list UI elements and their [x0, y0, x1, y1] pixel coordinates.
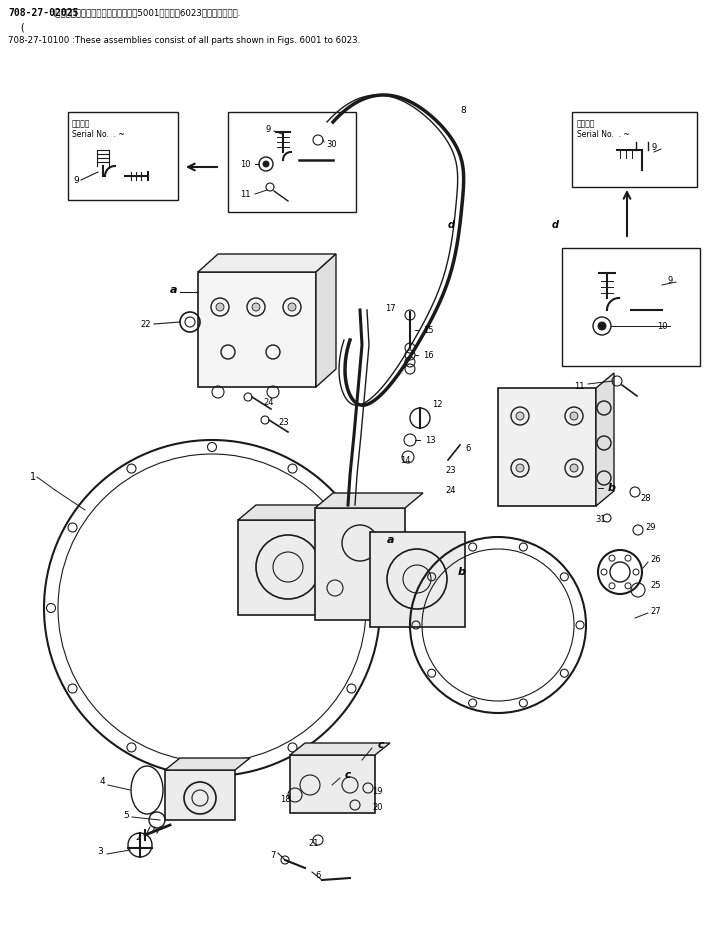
Text: a: a	[387, 535, 395, 545]
Text: 27: 27	[650, 607, 660, 617]
Polygon shape	[165, 758, 250, 770]
Bar	[238, 520, 338, 615]
Text: d: d	[552, 220, 559, 230]
Text: 708-27-02025: 708-27-02025	[8, 8, 79, 18]
Text: 11: 11	[240, 190, 251, 198]
Text: 4: 4	[100, 777, 106, 787]
Text: d: d	[448, 220, 455, 230]
Text: 11: 11	[574, 381, 585, 391]
Text: 26: 26	[650, 555, 660, 565]
Bar	[68, 112, 178, 200]
Bar	[315, 508, 405, 620]
Text: 8: 8	[460, 105, 466, 114]
Text: 2: 2	[135, 833, 141, 843]
Polygon shape	[315, 493, 423, 508]
Text: Serial No.  . ~: Serial No. . ~	[577, 129, 630, 139]
Text: b: b	[458, 567, 466, 577]
Bar	[228, 112, 356, 212]
Text: 10: 10	[657, 322, 668, 330]
Text: 30: 30	[326, 140, 336, 149]
Text: 9: 9	[667, 275, 673, 285]
Text: 19: 19	[372, 788, 383, 796]
Text: 13: 13	[425, 435, 436, 445]
Circle shape	[263, 161, 269, 167]
Polygon shape	[290, 743, 390, 755]
Polygon shape	[198, 254, 336, 272]
Circle shape	[570, 464, 578, 472]
Bar	[198, 272, 316, 387]
Circle shape	[516, 464, 524, 472]
Text: a: a	[170, 285, 178, 295]
Text: 18: 18	[280, 795, 291, 804]
Bar	[562, 248, 700, 366]
Polygon shape	[596, 373, 614, 506]
Circle shape	[288, 303, 296, 311]
Text: 23: 23	[278, 418, 288, 427]
Text: 適用号機: 適用号機	[72, 119, 91, 128]
Text: 29: 29	[645, 524, 655, 533]
Bar	[498, 388, 596, 506]
Text: 適用号機: 適用号機	[577, 119, 595, 128]
Bar	[572, 112, 697, 187]
Text: 12: 12	[432, 400, 443, 408]
Text: 7: 7	[270, 852, 276, 860]
Text: 708-27-10100 :These assemblies consist of all parts shown in Figs. 6001 to 6023.: 708-27-10100 :These assemblies consist o…	[8, 35, 361, 45]
Circle shape	[252, 303, 260, 311]
Text: 6: 6	[315, 870, 321, 880]
Text: (これらのアセンブリの構成部品は第5001図から第6023図まで含みます.: (これらのアセンブリの構成部品は第5001図から第6023図まで含みます.	[52, 8, 241, 18]
Polygon shape	[238, 505, 356, 520]
Text: 16: 16	[423, 351, 433, 360]
Text: 14: 14	[400, 456, 411, 464]
Text: 23: 23	[445, 466, 456, 474]
Text: 21: 21	[308, 839, 318, 847]
Circle shape	[598, 322, 606, 330]
Polygon shape	[316, 254, 336, 387]
Bar	[370, 532, 465, 627]
Text: 1: 1	[30, 472, 36, 482]
Text: 20: 20	[372, 804, 383, 813]
Text: 10: 10	[240, 160, 251, 168]
Text: 17: 17	[385, 303, 396, 312]
Text: 3: 3	[97, 847, 103, 857]
Circle shape	[570, 412, 578, 420]
Text: c: c	[345, 770, 351, 780]
Text: 15: 15	[423, 326, 433, 335]
Bar	[165, 770, 235, 820]
Text: 31: 31	[595, 515, 605, 525]
Text: b: b	[608, 483, 616, 493]
Text: (: (	[8, 22, 26, 32]
Circle shape	[216, 303, 224, 311]
Text: 9: 9	[73, 176, 79, 184]
Text: 25: 25	[650, 580, 660, 590]
Text: 9: 9	[266, 125, 271, 134]
Text: 9: 9	[652, 142, 658, 152]
Bar	[290, 755, 375, 813]
Text: 28: 28	[640, 494, 650, 502]
Text: c: c	[378, 740, 384, 750]
Circle shape	[516, 412, 524, 420]
Text: 24: 24	[263, 397, 273, 406]
Text: 6: 6	[465, 444, 471, 453]
Text: 5: 5	[123, 811, 129, 819]
Text: Serial No.  . ~: Serial No. . ~	[72, 129, 125, 139]
Text: 24: 24	[445, 485, 456, 495]
Text: 22: 22	[140, 320, 151, 328]
